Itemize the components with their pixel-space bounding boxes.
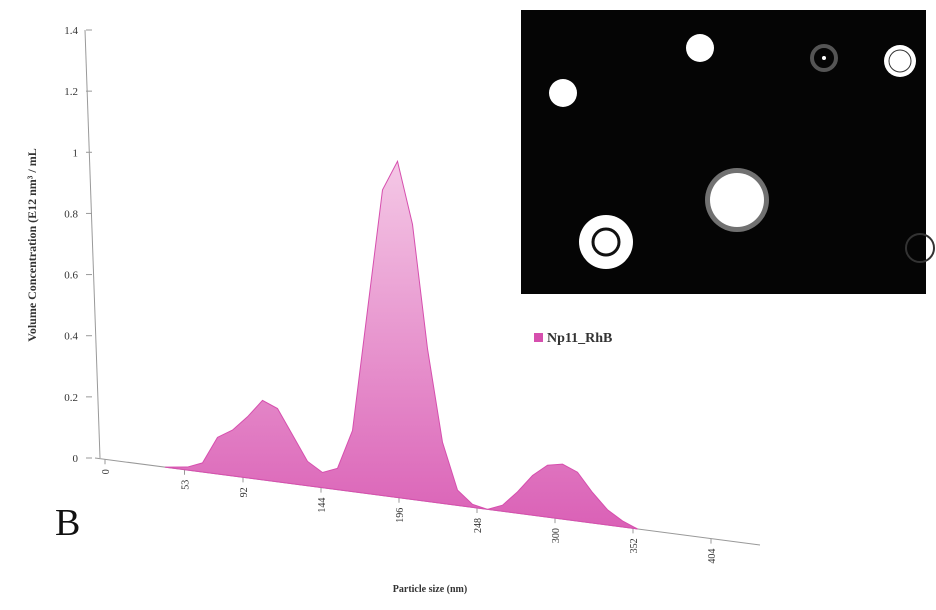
x-tick-label: 352 — [629, 538, 640, 553]
inset-image — [521, 10, 935, 294]
legend-label: Np11_RhB — [547, 331, 612, 346]
x-tick-label: 404 — [707, 549, 718, 564]
y-tick-label: 1 — [73, 147, 79, 159]
y-axis-label: Volume Concentration (E12 nm³ / mL — [25, 148, 39, 342]
x-tick-label: 300 — [551, 528, 562, 543]
area — [164, 159, 638, 530]
y-tick-label: 0.2 — [64, 392, 78, 404]
y-axis — [84, 29, 101, 459]
x-tick-label: 0 — [101, 469, 112, 474]
x-tick-label: 196 — [395, 508, 406, 523]
y-tick-label: 0.6 — [64, 270, 78, 282]
y-tick-label: 1.4 — [64, 25, 78, 37]
x-tick-label: 53 — [181, 480, 192, 490]
y-tick-label: 0.8 — [64, 208, 78, 220]
x-tick-label: 92 — [239, 487, 250, 497]
y-tick-label: 0 — [73, 453, 79, 465]
x-tick-label: 248 — [473, 518, 484, 533]
legend-swatch — [534, 333, 543, 342]
x-tick-label: 144 — [317, 498, 328, 513]
panel-label: B — [55, 502, 80, 544]
y-tick-label: 1.2 — [64, 86, 78, 98]
x-axis-label: Particle size (nm) — [393, 584, 467, 595]
y-tick-label: 0.4 — [64, 331, 78, 343]
